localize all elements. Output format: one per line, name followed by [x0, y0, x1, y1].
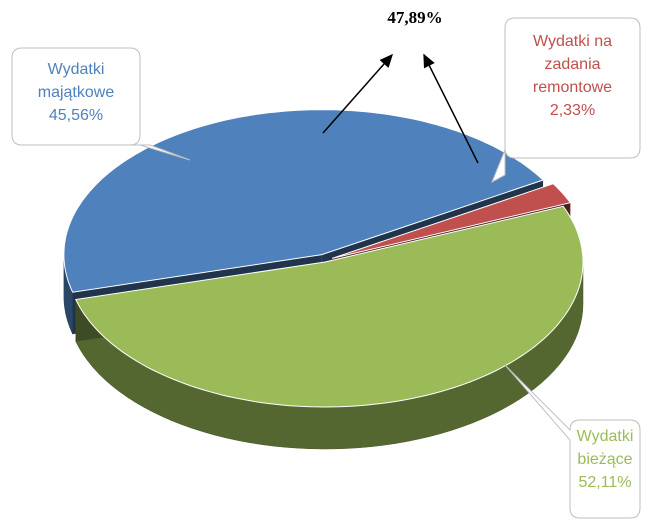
slice-label: Wydatki majątkowe 45,56% [16, 58, 136, 127]
annotation: 47,89% [387, 8, 443, 27]
pie [63, 109, 584, 450]
category-label: Wydatki bieżące [576, 428, 634, 468]
slice-label: Wydatki na zadania remontowe 2,33% [507, 30, 638, 122]
slice [75, 205, 584, 408]
value-label: 2,33% [549, 102, 596, 119]
slice [63, 109, 545, 293]
category-label: Wydatki na zadania remontowe [532, 33, 613, 96]
arrow [322, 53, 393, 134]
arrow [423, 53, 479, 164]
slice-label: Wydatki bieżące 52,11% [572, 425, 638, 494]
value-label: 45,56% [48, 107, 104, 124]
callout-box [504, 364, 641, 519]
callout-box [11, 47, 191, 161]
slice [331, 183, 572, 259]
value-label: 52,11% [578, 474, 632, 491]
callout-box [491, 17, 641, 184]
category-label: Wydatki majątkowe [37, 61, 115, 101]
